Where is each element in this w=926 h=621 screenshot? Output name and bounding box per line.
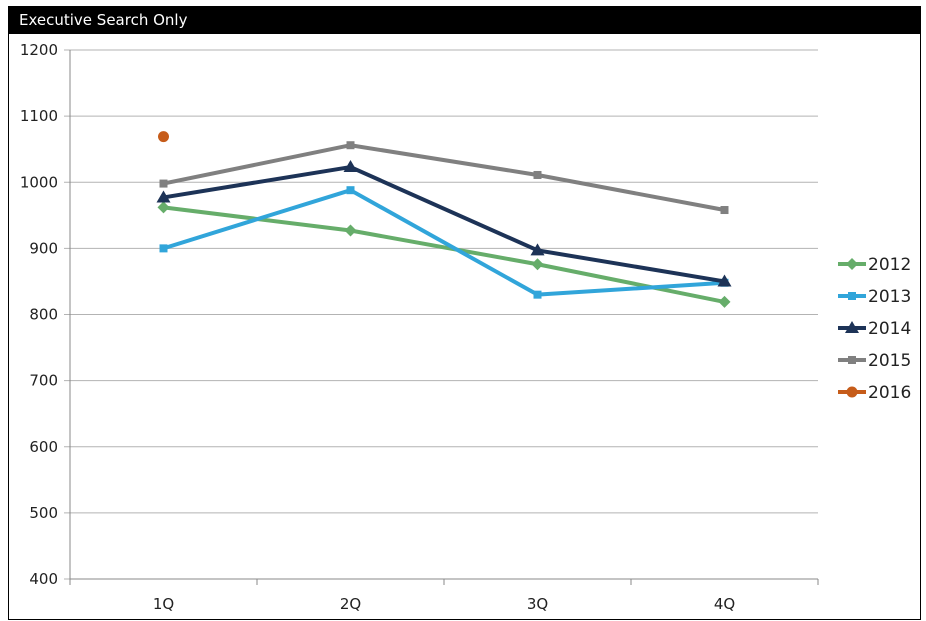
y-tick-label: 900 bbox=[29, 239, 58, 257]
x-tick-label: 1Q bbox=[153, 595, 174, 613]
series-line-2013 bbox=[162, 188, 725, 297]
chart-frame: Executive Search Only bbox=[8, 6, 921, 620]
data-point-2015 bbox=[720, 206, 729, 215]
y-tick-label: 600 bbox=[29, 438, 58, 456]
data-point-2012 bbox=[344, 224, 357, 237]
data-point-2012 bbox=[531, 258, 544, 271]
y-tick-label: 500 bbox=[29, 504, 58, 522]
y-tick-label: 1000 bbox=[20, 173, 58, 191]
data-point-2016 bbox=[158, 131, 169, 143]
x-tick-label: 3Q bbox=[527, 595, 548, 613]
legend-label-2013: 2013 bbox=[868, 287, 911, 307]
y-tick-label: 1100 bbox=[20, 107, 58, 125]
y-tick-label: 1200 bbox=[20, 41, 58, 59]
series-line-2014 bbox=[163, 165, 725, 284]
data-point-2014 bbox=[530, 243, 545, 256]
data-point-2014 bbox=[156, 190, 171, 203]
data-point-2014 bbox=[343, 160, 358, 173]
legend-label-2015: 2015 bbox=[868, 351, 911, 371]
legend-marker-2016 bbox=[846, 386, 858, 398]
legend-label-2014: 2014 bbox=[868, 319, 911, 339]
data-point-2015 bbox=[159, 179, 168, 188]
data-point-2013 bbox=[346, 186, 355, 195]
legend-marker-2015 bbox=[848, 356, 856, 364]
data-point-2012 bbox=[718, 295, 731, 308]
data-point-2013 bbox=[533, 290, 542, 299]
data-point-2015 bbox=[346, 141, 355, 150]
data-point-2014 bbox=[717, 274, 732, 287]
y-tick-label: 700 bbox=[29, 372, 58, 390]
series-line-2015 bbox=[163, 143, 725, 212]
legend-label-2012: 2012 bbox=[868, 255, 911, 275]
data-point-2015 bbox=[533, 170, 542, 179]
data-point-2013 bbox=[159, 244, 168, 253]
legend-marker-2012 bbox=[846, 258, 858, 270]
chart-title: Executive Search Only bbox=[9, 7, 920, 34]
x-tick-label: 2Q bbox=[340, 595, 361, 613]
y-tick-label: 800 bbox=[29, 306, 58, 324]
legend-marker-2013 bbox=[848, 292, 856, 300]
data-point-2012 bbox=[157, 201, 170, 214]
y-tick-label: 400 bbox=[29, 570, 58, 588]
x-tick-label: 4Q bbox=[714, 595, 735, 613]
legend-marker-2014 bbox=[845, 321, 859, 333]
legend-label-2016: 2016 bbox=[868, 383, 911, 403]
